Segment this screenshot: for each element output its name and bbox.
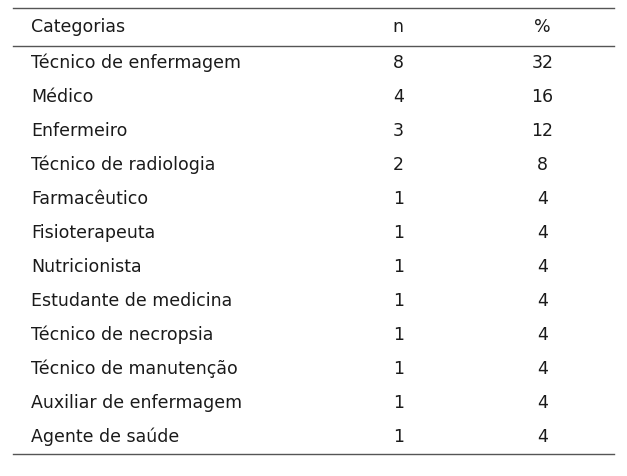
Text: %: % — [534, 18, 551, 36]
Text: 4: 4 — [537, 326, 548, 344]
Text: 1: 1 — [393, 326, 404, 344]
Text: 4: 4 — [393, 88, 404, 106]
Text: 4: 4 — [537, 360, 548, 378]
Text: Agente de saúde: Agente de saúde — [31, 428, 179, 446]
Text: 4: 4 — [537, 428, 548, 446]
Text: 1: 1 — [393, 428, 404, 446]
Text: 1: 1 — [393, 360, 404, 378]
Text: Técnico de radiologia: Técnico de radiologia — [31, 156, 216, 174]
Text: Médico: Médico — [31, 88, 93, 106]
Text: Técnico de necropsia: Técnico de necropsia — [31, 326, 214, 344]
Text: Farmacêutico: Farmacêutico — [31, 190, 149, 208]
Text: Técnico de enfermagem: Técnico de enfermagem — [31, 54, 241, 72]
Text: 1: 1 — [393, 224, 404, 242]
Text: 8: 8 — [393, 54, 404, 72]
Text: Nutricionista: Nutricionista — [31, 258, 142, 276]
Text: 3: 3 — [393, 122, 404, 140]
Text: 8: 8 — [537, 156, 548, 174]
Text: 12: 12 — [531, 122, 554, 140]
Text: n: n — [393, 18, 404, 36]
Text: 2: 2 — [393, 156, 404, 174]
Text: 1: 1 — [393, 190, 404, 208]
Text: 16: 16 — [531, 88, 554, 106]
Text: 4: 4 — [537, 292, 548, 310]
Text: Auxiliar de enfermagem: Auxiliar de enfermagem — [31, 394, 243, 412]
Text: Fisioterapeuta: Fisioterapeuta — [31, 224, 155, 242]
Text: 4: 4 — [537, 258, 548, 276]
Text: Categorias: Categorias — [31, 18, 125, 36]
Text: Estudante de medicina: Estudante de medicina — [31, 292, 233, 310]
Text: 4: 4 — [537, 224, 548, 242]
Text: 4: 4 — [537, 394, 548, 412]
Text: 1: 1 — [393, 292, 404, 310]
Text: Técnico de manutenção: Técnico de manutenção — [31, 360, 238, 378]
Text: Enfermeiro: Enfermeiro — [31, 122, 128, 140]
Text: 1: 1 — [393, 394, 404, 412]
Text: 1: 1 — [393, 258, 404, 276]
Text: 4: 4 — [537, 190, 548, 208]
Text: 32: 32 — [531, 54, 554, 72]
